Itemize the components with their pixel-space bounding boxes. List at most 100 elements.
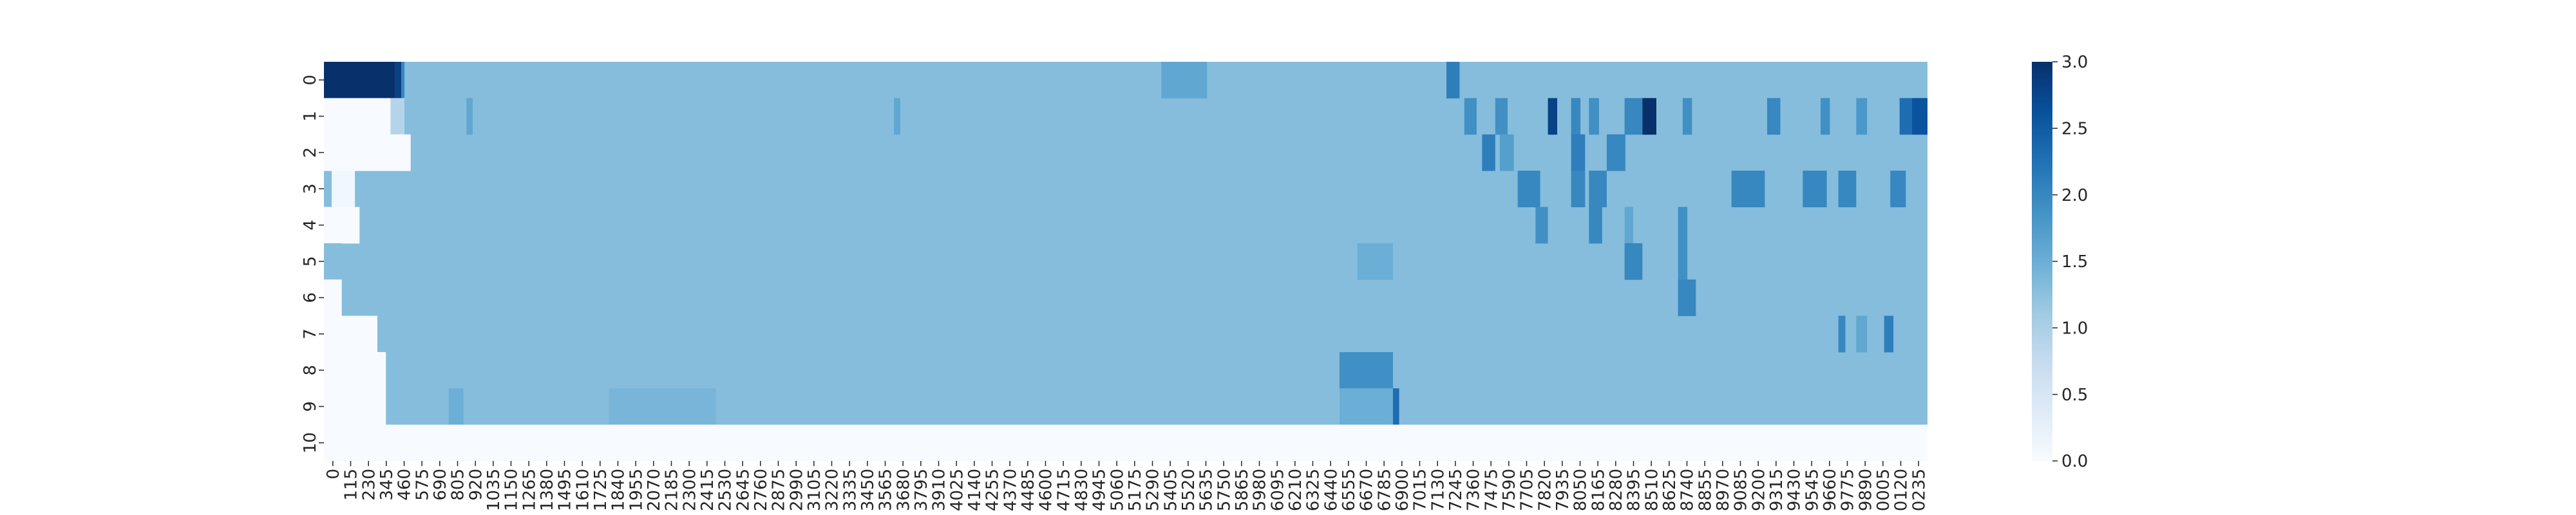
x-tick-label: 7015 xyxy=(1411,469,1430,511)
x-tick-label: 4600 xyxy=(1037,469,1056,511)
colorbar-ticks: 0.0 0.5 1.0 1.5 2.0 2.5 3.0 xyxy=(2052,53,2088,471)
heatmap-cell-50 xyxy=(324,351,386,389)
heatmap-cell-57 xyxy=(324,424,1927,462)
heatmap-row-9 xyxy=(324,388,1927,426)
heatmap-cell-36 xyxy=(1535,207,1548,244)
colorbar-tick-label: 0.5 xyxy=(2061,386,2088,405)
heatmap-cell-46 xyxy=(324,315,377,353)
x-tick-label: 1955 xyxy=(627,469,646,511)
heatmap-row-6 xyxy=(324,279,1927,317)
colorbar-tick-label: 1.0 xyxy=(2061,319,2088,338)
x-tick-label: 1610 xyxy=(573,469,592,511)
heatmap-cell-20 xyxy=(1899,98,1912,135)
x-tick-label: 4370 xyxy=(1001,469,1020,511)
x-tick-label: 3795 xyxy=(912,469,931,511)
heatmap-cells xyxy=(324,62,1927,462)
heatmap-cell-17 xyxy=(1767,98,1781,135)
x-tick-label: 2070 xyxy=(645,469,664,511)
heatmap-cell-12 xyxy=(1571,98,1581,135)
x-tick-label: 460 xyxy=(395,469,415,501)
heatmap-cell-37 xyxy=(1589,207,1602,244)
x-tick-label: 3680 xyxy=(894,469,913,511)
heatmap-cell-51 xyxy=(1340,351,1393,389)
x-tick-label: 3450 xyxy=(858,469,878,511)
x-tick-label: 7820 xyxy=(1535,469,1555,511)
heatmap-cell-25 xyxy=(1571,134,1586,171)
x-tick-label: 9430 xyxy=(1785,469,1804,511)
x-tick-label: 4945 xyxy=(1090,469,1110,511)
y-tick-label: 1 xyxy=(301,111,320,122)
x-tick-label: 1035 xyxy=(484,469,504,511)
y-tick-label: 5 xyxy=(301,256,320,267)
x-tick-label: 5635 xyxy=(1197,469,1217,511)
heatmap-cell-30 xyxy=(1589,171,1607,207)
heatmap-row-1 xyxy=(324,98,1927,135)
x-tick-label: 4485 xyxy=(1019,469,1038,511)
x-tick-label: 6095 xyxy=(1268,469,1287,511)
colorbar-tick-label: 1.5 xyxy=(2061,252,2088,272)
heatmap-cell-3 xyxy=(1161,62,1208,98)
x-tick-label: 7245 xyxy=(1446,469,1466,511)
x-tick-label: 7475 xyxy=(1482,469,1501,511)
x-tick-label: 6555 xyxy=(1340,469,1359,511)
heatmap-cell-43 xyxy=(1678,243,1688,280)
x-tick-label: 9315 xyxy=(1767,469,1786,511)
heatmap-cell-54 xyxy=(609,388,716,426)
x-tick-label: 1495 xyxy=(556,469,575,511)
heatmap-cell-16 xyxy=(1682,98,1692,135)
heatmap-row-4 xyxy=(324,207,1927,244)
heatmap-cell-56 xyxy=(1393,388,1399,426)
x-tick-label: 6670 xyxy=(1358,469,1377,511)
x-tick-label: 7360 xyxy=(1464,469,1484,511)
x-tick-label: 8050 xyxy=(1571,469,1591,511)
heatmap-cell-19 xyxy=(1856,98,1868,135)
x-tick-label: 9890 xyxy=(1856,469,1875,511)
x-tick-label: 5405 xyxy=(1161,469,1180,511)
x-tick-label: 9775 xyxy=(1839,469,1858,511)
heatmap-cell-27 xyxy=(332,171,355,207)
heatmap-cell-13 xyxy=(1589,98,1599,135)
x-tick-label: 115 xyxy=(342,469,361,501)
x-tick-label: 5060 xyxy=(1108,469,1127,511)
x-tick-label: 5865 xyxy=(1233,469,1252,511)
y-tick-label: 8 xyxy=(301,365,320,376)
heatmap-cell-32 xyxy=(1803,171,1827,207)
x-tick-label: 0120 xyxy=(1892,469,1911,511)
heatmap-cell-7 xyxy=(466,98,473,135)
heatmap-row-7 xyxy=(324,315,1927,353)
x-tick-label: 230 xyxy=(359,469,379,501)
x-tick-label: 7130 xyxy=(1428,469,1448,511)
heatmap-cell-55 xyxy=(1340,388,1393,426)
x-tick-label: 1725 xyxy=(591,469,611,511)
heatmap-cell-2 xyxy=(401,62,405,98)
x-tick-label: 575 xyxy=(413,469,432,501)
heatmap-cell-47 xyxy=(1838,315,1846,353)
colorbar-tick-label: 2.5 xyxy=(2061,119,2088,138)
heatmap-row-5 xyxy=(324,243,1927,280)
x-tick-label: 5750 xyxy=(1215,469,1234,511)
x-tick-label: 2645 xyxy=(734,469,753,511)
heatmap-cell-5 xyxy=(324,98,391,135)
heatmap-cell-0 xyxy=(324,62,395,98)
heatmap-cell-53 xyxy=(448,388,464,426)
x-tick-label: 7935 xyxy=(1553,469,1573,511)
x-tick-label: 7705 xyxy=(1518,469,1537,511)
x-tick-label: 9545 xyxy=(1803,469,1822,511)
x-tick-label: 9660 xyxy=(1821,469,1840,511)
heatmap-cell-29 xyxy=(1571,171,1586,207)
x-tick-label: 7590 xyxy=(1500,469,1519,511)
x-tick-label: 8510 xyxy=(1642,469,1662,511)
x-tick-label: 920 xyxy=(466,469,486,501)
colorbar-tick-label: 3.0 xyxy=(2061,53,2088,72)
x-tick-label: 5520 xyxy=(1179,469,1198,511)
heatmap-cell-10 xyxy=(1495,98,1508,135)
x-tick-label: 1150 xyxy=(502,469,522,511)
heatmap-cell-4 xyxy=(1446,62,1460,98)
x-tick-label: 6325 xyxy=(1304,469,1323,511)
heatmap-cell-18 xyxy=(1821,98,1830,135)
x-tick-label: 345 xyxy=(377,469,397,501)
y-tick-label: 10 xyxy=(301,432,320,453)
heatmap-cell-44 xyxy=(324,279,342,317)
x-tick-label: 3335 xyxy=(840,469,860,511)
